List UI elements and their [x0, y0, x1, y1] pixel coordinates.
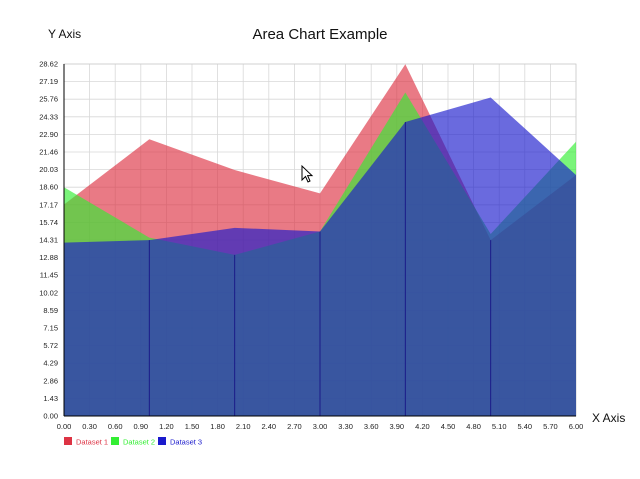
x-tick-label: 0.00	[57, 422, 72, 431]
y-tick-label: 20.03	[39, 165, 58, 174]
legend-label-3: Dataset 3	[170, 438, 202, 447]
x-tick-label: 3.30	[338, 422, 353, 431]
y-tick-label: 18.60	[39, 183, 58, 192]
x-tick-label: 0.60	[108, 422, 123, 431]
y-tick-labels: 0.00 1.43 2.86 4.29 5.72 7.15 8.59 10.02 11.45 12…	[39, 60, 58, 421]
chart-title: Area Chart Example	[252, 26, 387, 43]
x-tick-label: 1.80	[210, 422, 225, 431]
x-tick-label: 2.70	[287, 422, 302, 431]
x-tick-label: 5.10	[492, 422, 507, 431]
x-tick-label: 4.80	[466, 422, 481, 431]
y-tick-label: 28.62	[39, 60, 58, 69]
y-tick-label: 15.74	[39, 218, 58, 227]
y-tick-label: 4.29	[43, 359, 58, 368]
x-tick-label: 4.50	[441, 422, 456, 431]
x-tick-label: 0.30	[82, 422, 97, 431]
x-axis-title: X Axis	[592, 411, 625, 425]
x-tick-label: 2.40	[261, 422, 276, 431]
y-tick-label: 2.86	[43, 376, 58, 385]
x-tick-label: 5.40	[517, 422, 532, 431]
y-tick-label: 8.59	[43, 306, 58, 315]
y-tick-label: 12.88	[39, 253, 58, 262]
x-tick-label: 1.50	[185, 422, 200, 431]
y-tick-label: 27.19	[39, 77, 58, 86]
legend: Dataset 1 Dataset 2 Dataset 3	[64, 437, 202, 447]
y-tick-label: 22.90	[39, 130, 58, 139]
x-tick-label: 1.20	[159, 422, 174, 431]
y-tick-label: 10.02	[39, 288, 58, 297]
legend-label-2: Dataset 2	[123, 438, 155, 447]
mouse-cursor-icon	[301, 164, 314, 183]
x-tick-label: 2.10	[236, 422, 251, 431]
x-tick-label: 0.90	[133, 422, 148, 431]
y-tick-label: 24.33	[39, 112, 58, 121]
y-tick-label: 7.15	[43, 324, 58, 333]
y-tick-label: 5.72	[43, 341, 58, 350]
legend-label-1: Dataset 1	[76, 438, 108, 447]
legend-swatch-1	[64, 437, 72, 445]
point-markers	[148, 122, 492, 416]
y-tick-label: 1.43	[43, 394, 58, 403]
y-axis-title: Y Axis	[48, 27, 81, 41]
x-tick-label: 3.00	[313, 422, 328, 431]
x-tick-label: 4.20	[415, 422, 430, 431]
x-tick-label: 3.60	[364, 422, 379, 431]
y-tick-label: 17.17	[39, 200, 58, 209]
legend-swatch-2	[111, 437, 119, 445]
x-tick-label: 3.90	[389, 422, 404, 431]
axes	[63, 64, 576, 417]
y-tick-label: 21.46	[39, 148, 58, 157]
y-tick-label: 14.31	[39, 236, 58, 245]
x-tick-labels: 0.00 0.30 0.60 0.90 1.20 1.50 1.80 2.10 2.40 2.70…	[57, 422, 584, 431]
x-tick-label: 5.70	[543, 422, 558, 431]
x-tick-label: 6.00	[569, 422, 584, 431]
legend-swatch-3	[158, 437, 166, 445]
y-tick-label: 25.76	[39, 95, 58, 104]
y-tick-label: 0.00	[43, 412, 58, 421]
y-tick-label: 11.45	[40, 271, 58, 280]
